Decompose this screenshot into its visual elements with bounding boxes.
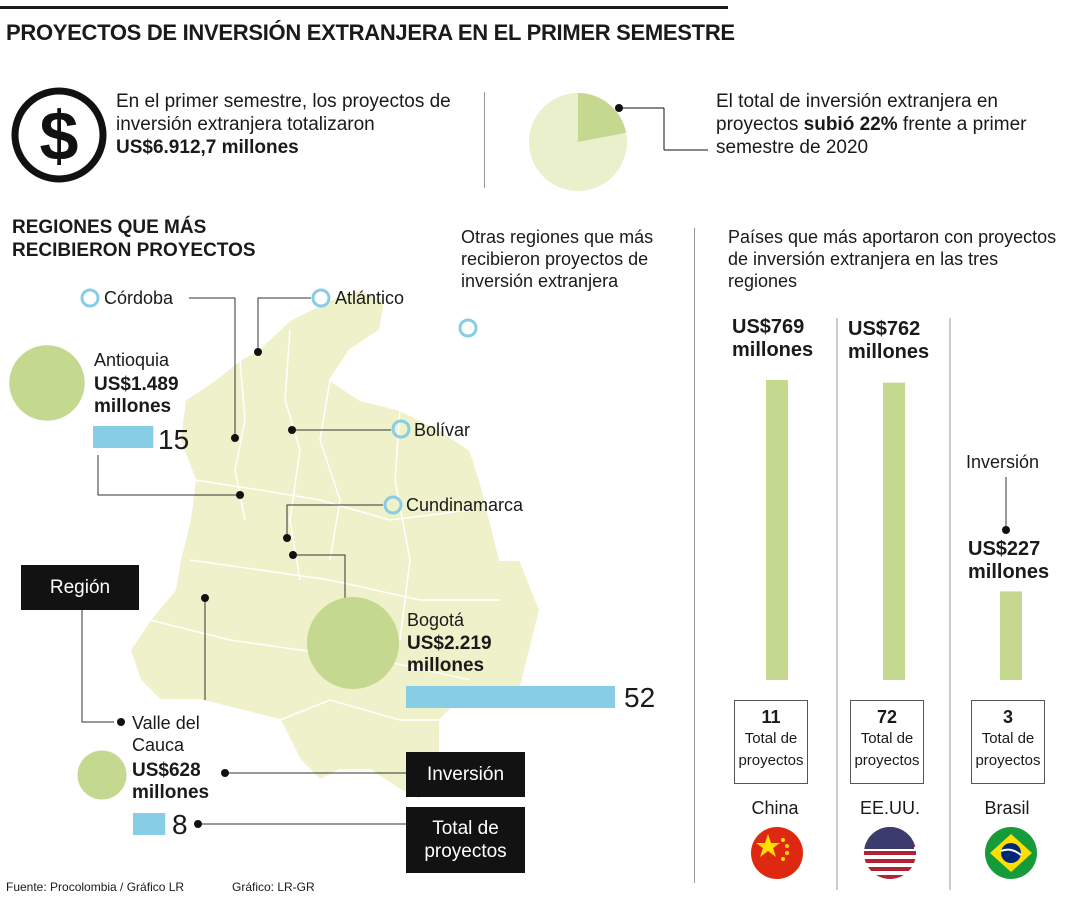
countries-text: Países que más aportaron con proyectos d… — [728, 227, 1057, 291]
brazil-value: US$227 millones — [968, 538, 1050, 583]
china-value: US$769 millones — [732, 316, 814, 361]
country-brazil: Brasil — [984, 798, 1030, 818]
panel-divider — [694, 228, 695, 883]
other-regions-text: Otras regiones que más recibieron proyec… — [461, 227, 654, 291]
usa-projects-box: 72 Total de proyectos — [850, 700, 924, 784]
dollar-icon: $ — [11, 87, 107, 183]
intro-amount: US$6.912,7 millones — [116, 137, 299, 158]
china-projects: 11 — [761, 707, 781, 727]
valle-investment: US$628 millones — [132, 760, 210, 803]
region-label-bolivar: Bolívar — [414, 420, 471, 440]
valle-name: Valle del Cauca — [132, 713, 200, 755]
pie-text-highlight: subió 22% — [803, 114, 898, 135]
valle-projects: 8 — [172, 809, 188, 840]
project-bar-2 — [133, 813, 166, 835]
page-title: PROYECTOS DE INVERSIÓN EXTRANJERA EN EL … — [6, 20, 735, 45]
bogota-investment: US$2.219 millones — [407, 633, 492, 676]
footer-source: Fuente: Procolombia / Gráfico LR — [6, 880, 185, 894]
usa-flag-icon — [864, 827, 916, 879]
country-bar-0 — [766, 380, 788, 680]
pie-slice-1 — [529, 93, 628, 191]
brazil-flag-icon — [985, 827, 1037, 879]
country-bars — [766, 380, 1022, 680]
divider — [484, 92, 485, 188]
antioquia-projects: 15 — [158, 424, 190, 455]
pie-chart — [529, 93, 628, 191]
china-projects-label: Total de proyectos — [738, 730, 804, 769]
bogota-name: Bogotá — [407, 610, 465, 630]
legend-region: Región — [21, 565, 139, 610]
region-bubbles — [9, 345, 615, 835]
country-bar-1 — [883, 382, 905, 680]
map-borders — [149, 329, 500, 721]
legend-inversion: Inversión — [406, 752, 525, 797]
bogota-projects: 52 — [624, 682, 656, 713]
svg-text:$: $ — [40, 97, 79, 175]
intro-text: En el primer semestre, los proyectos de … — [116, 90, 461, 159]
usa-projects: 72 — [876, 707, 898, 727]
pie-slice-0 — [578, 93, 627, 142]
antioquia-investment: US$1.489 millones — [94, 374, 179, 417]
inversion-annotation: Inversión — [966, 452, 1040, 472]
bubble-1 — [307, 597, 399, 689]
intro-text-body: En el primer semestre, los proyectos de … — [116, 91, 451, 135]
country-usa: EE.UU. — [859, 798, 920, 818]
pie-text-after: frente a primer semestre de 2020 — [716, 114, 1027, 158]
usa-value: US$762 millones — [848, 318, 930, 363]
brazil-projects-box: 3 Total de proyectos — [971, 700, 1045, 784]
region-label-cordoba: Córdoba — [104, 288, 174, 308]
regions-title: REGIONES QUE MÁS RECIBIERON PROYECTOS — [12, 217, 256, 261]
project-bar-0 — [93, 426, 154, 448]
brazil-projects: 3 — [1002, 707, 1013, 727]
country-bar-2 — [1000, 591, 1022, 680]
usa-projects-label: Total de proyectos — [854, 730, 920, 769]
footer-credit: Gráfico: LR-GR — [232, 880, 315, 894]
other-region-markers — [80, 288, 478, 515]
country-china: China — [751, 798, 799, 818]
pie-text-before: El total de inversión extranjera en proy… — [716, 91, 998, 135]
region-label-atlantico: Atlántico — [335, 288, 405, 308]
bubble-0 — [9, 345, 85, 421]
project-bar-1 — [406, 686, 615, 708]
pie-description: El total de inversión extranjera en proy… — [716, 90, 1061, 159]
bubble-2 — [77, 750, 127, 800]
region-label-cundinamarca: Cundinamarca — [406, 495, 524, 515]
china-flag-icon — [751, 827, 803, 879]
title-rule — [0, 6, 728, 9]
antioquia-name: Antioquia — [94, 350, 170, 370]
china-projects-box: 11 Total de proyectos — [734, 700, 808, 784]
legend-total: Total de proyectos — [406, 807, 525, 873]
brazil-projects-label: Total de proyectos — [975, 730, 1041, 769]
